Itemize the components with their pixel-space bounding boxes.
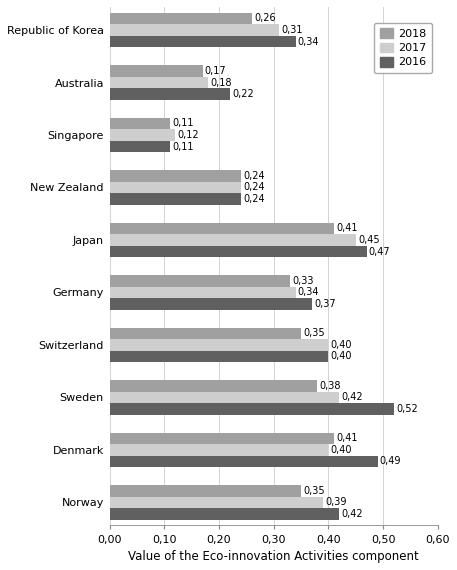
Bar	[110, 287, 296, 298]
Text: 0,35: 0,35	[303, 486, 325, 496]
Text: 0,47: 0,47	[369, 246, 390, 256]
Bar	[110, 351, 329, 363]
Bar	[110, 485, 301, 496]
Text: 0,34: 0,34	[298, 287, 319, 298]
Text: 0,38: 0,38	[319, 381, 341, 391]
Text: 0,11: 0,11	[172, 119, 193, 128]
Text: 0,45: 0,45	[358, 235, 380, 245]
Text: 0,12: 0,12	[177, 130, 199, 140]
Text: 0,26: 0,26	[254, 14, 276, 23]
Bar	[110, 392, 339, 403]
Bar	[110, 25, 279, 36]
Text: 0,18: 0,18	[210, 78, 232, 88]
Text: 0,24: 0,24	[243, 171, 265, 181]
Text: 0,41: 0,41	[336, 433, 357, 443]
Text: 0,11: 0,11	[172, 141, 193, 152]
Bar	[110, 129, 175, 141]
Text: 0,24: 0,24	[243, 194, 265, 204]
Text: 0,40: 0,40	[330, 445, 352, 455]
Bar	[110, 234, 356, 246]
Bar	[110, 13, 252, 25]
Legend: 2018, 2017, 2016: 2018, 2017, 2016	[374, 23, 432, 73]
Text: 0,33: 0,33	[292, 276, 314, 286]
Bar	[110, 117, 170, 129]
Text: 0,42: 0,42	[341, 509, 363, 519]
Bar	[110, 339, 329, 351]
Text: 0,49: 0,49	[380, 457, 401, 466]
Text: 0,39: 0,39	[325, 498, 346, 507]
Bar	[110, 298, 312, 310]
Text: 0,37: 0,37	[314, 299, 336, 309]
Bar	[110, 141, 170, 152]
Bar	[110, 380, 318, 392]
Bar	[110, 193, 241, 205]
Text: 0,40: 0,40	[330, 352, 352, 361]
Bar	[110, 65, 202, 77]
Text: 0,41: 0,41	[336, 223, 357, 234]
Bar	[110, 403, 394, 415]
Text: 0,22: 0,22	[232, 89, 254, 99]
Bar	[110, 77, 208, 88]
Text: 0,24: 0,24	[243, 182, 265, 193]
X-axis label: Value of the Eco-innovation Activities component: Value of the Eco-innovation Activities c…	[128, 550, 419, 563]
Bar	[110, 508, 339, 520]
Bar	[110, 328, 301, 339]
Text: 0,34: 0,34	[298, 36, 319, 47]
Bar	[110, 433, 334, 444]
Text: 0,40: 0,40	[330, 340, 352, 350]
Bar	[110, 444, 329, 455]
Bar	[110, 496, 323, 508]
Bar	[110, 275, 290, 287]
Bar	[110, 182, 241, 193]
Bar	[110, 246, 367, 257]
Text: 0,42: 0,42	[341, 392, 363, 402]
Bar	[110, 223, 334, 234]
Bar	[110, 170, 241, 182]
Text: 0,17: 0,17	[205, 66, 226, 76]
Bar	[110, 88, 230, 100]
Bar	[110, 36, 296, 47]
Bar	[110, 455, 377, 467]
Text: 0,35: 0,35	[303, 328, 325, 339]
Text: 0,52: 0,52	[396, 404, 418, 414]
Text: 0,31: 0,31	[282, 25, 303, 35]
